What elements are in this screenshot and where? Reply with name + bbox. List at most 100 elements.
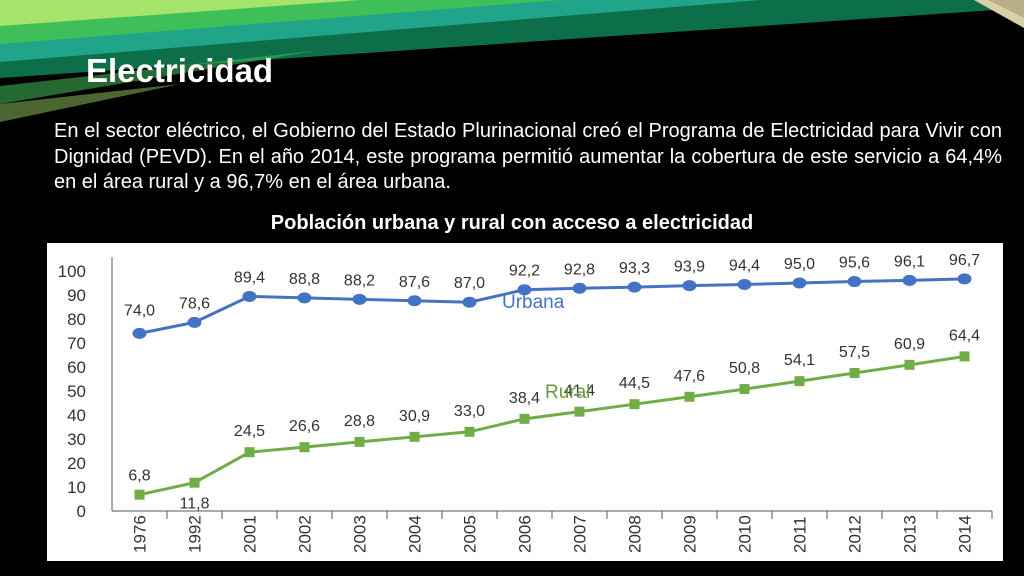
data-label-rural: 60,9	[894, 336, 925, 353]
data-label-rural: 11,8	[180, 496, 210, 513]
x-tick-label: 2003	[351, 515, 370, 553]
data-point-urbana	[462, 296, 477, 308]
slide-title: Electricidad	[86, 52, 274, 89]
chart-title: Población urbana y rural con acceso a el…	[270, 212, 754, 234]
data-label-urbana: 94,4	[729, 257, 760, 274]
data-point-urbana	[847, 276, 862, 288]
data-point-rural	[849, 368, 860, 378]
data-label-urbana: 87,6	[399, 274, 430, 291]
green-stripes-decoration	[0, 0, 1024, 122]
data-point-urbana	[682, 280, 697, 292]
data-point-rural	[739, 384, 750, 395]
y-tick-label: 40	[67, 406, 86, 425]
data-point-urbana	[132, 327, 147, 339]
data-point-rural	[464, 426, 475, 437]
x-tick-label: 2006	[516, 515, 535, 553]
y-tick-label: 80	[67, 310, 86, 329]
data-label-urbana: 92,2	[509, 263, 540, 280]
data-label-rural: 24,5	[234, 423, 265, 440]
data-point-rural	[244, 447, 255, 458]
stripe-lower	[0, 50, 320, 104]
data-label-rural: 50,8	[729, 360, 760, 377]
data-point-rural	[189, 477, 200, 488]
data-label-rural: 30,9	[399, 408, 430, 425]
x-tick-label: 2007	[571, 515, 590, 553]
y-tick-label: 100	[58, 262, 86, 281]
x-axis-ticks: 1976 1992 2001 2002 2003 2004 2005 2006 2007 2008…	[131, 511, 993, 553]
data-label-rural: 57,5	[839, 344, 870, 361]
y-tick-label: 70	[67, 334, 86, 353]
x-tick-label: 2012	[846, 515, 865, 553]
data-label-rural: 64,4	[949, 327, 980, 344]
data-point-urbana	[242, 290, 257, 302]
data-point-rural	[794, 376, 805, 387]
x-tick-label: 2002	[296, 515, 315, 553]
page-curl-decoration	[974, 0, 1024, 28]
data-label-rural: 33,0	[454, 403, 485, 420]
x-tick-label: 2011	[791, 516, 810, 553]
data-label-urbana: 96,1	[894, 253, 925, 270]
y-tick-label: 10	[67, 478, 86, 497]
legend-label-urbana: Urbana	[502, 292, 565, 313]
data-label-rural: 44,5	[619, 375, 650, 392]
data-point-urbana	[572, 282, 587, 294]
page-curl-shade	[988, 0, 1024, 18]
data-point-rural	[519, 413, 530, 424]
x-tick-label: 2010	[736, 515, 755, 553]
data-point-urbana	[902, 274, 917, 286]
data-point-rural	[299, 442, 310, 453]
y-tick-label: 60	[67, 358, 86, 377]
legend-label-rural: Rural	[545, 382, 590, 403]
stripe-lower-light	[0, 84, 180, 122]
data-point-urbana	[792, 277, 807, 289]
data-point-urbana	[957, 273, 972, 285]
slide-body-text: En el sector eléctrico, el Gobierno del …	[54, 120, 1002, 193]
data-label-rural: 28,8	[344, 413, 375, 430]
y-tick-label: 20	[67, 454, 86, 473]
data-point-urbana	[517, 284, 532, 296]
x-tick-label: 1992	[186, 515, 205, 553]
data-point-rural	[134, 489, 145, 500]
data-label-urbana: 92,8	[564, 261, 595, 278]
x-tick-label: 2005	[461, 515, 480, 553]
data-label-urbana: 93,3	[619, 260, 650, 277]
x-tick-label: 1976	[131, 515, 150, 553]
data-label-rural: 54,1	[784, 352, 815, 369]
data-point-rural	[409, 431, 420, 442]
data-point-rural	[904, 359, 915, 370]
data-label-urbana: 88,8	[289, 271, 320, 288]
y-tick-label: 0	[77, 502, 86, 521]
data-point-urbana	[627, 281, 642, 293]
data-label-rural: 6,8	[128, 468, 150, 485]
data-point-urbana	[297, 292, 312, 304]
data-label-urbana: 88,2	[344, 272, 375, 289]
stripe-light	[0, 0, 360, 26]
series-line-urbana	[139, 277, 965, 335]
data-point-rural	[354, 436, 365, 447]
y-tick-label: 90	[67, 286, 86, 305]
data-label-urbana: 89,4	[234, 269, 265, 286]
x-tick-label: 2009	[681, 515, 700, 553]
data-point-urbana	[187, 316, 202, 328]
chart-legend: Urbana Rural	[502, 292, 590, 403]
data-label-urbana: 95,6	[839, 255, 870, 272]
x-tick-label: 2004	[406, 515, 425, 553]
data-label-urbana: 74,0	[124, 302, 155, 319]
data-label-rural: 47,6	[674, 368, 705, 385]
data-label-urbana: 93,9	[674, 259, 705, 276]
chart-series: 74,0 78,6 89,4 88,8 88,2 87,6 87,0 92,2 92,8 93,3…	[124, 252, 980, 513]
data-point-rural	[574, 406, 585, 417]
data-point-rural	[629, 399, 640, 410]
series-line-rural	[139, 354, 965, 497]
data-label-rural: 26,6	[289, 418, 320, 435]
line-chart: 0 10 20 30 40 50 60 70 80 90 100 1976 1992 2001 2002 2…	[58, 252, 993, 553]
data-label-rural: 38,4	[509, 390, 540, 407]
data-point-urbana	[407, 295, 422, 307]
data-point-urbana	[352, 293, 367, 305]
data-label-urbana: 96,7	[949, 252, 980, 269]
data-label-urbana: 87,0	[454, 275, 485, 292]
chart-panel: 0 10 20 30 40 50 60 70 80 90 100 1976 1992 2001 2002 2…	[47, 243, 1003, 561]
y-axis-ticks: 0 10 20 30 40 50 60 70 80 90 100	[58, 262, 86, 521]
data-label-urbana: 95,0	[784, 256, 815, 273]
x-tick-label: 2013	[901, 515, 920, 553]
